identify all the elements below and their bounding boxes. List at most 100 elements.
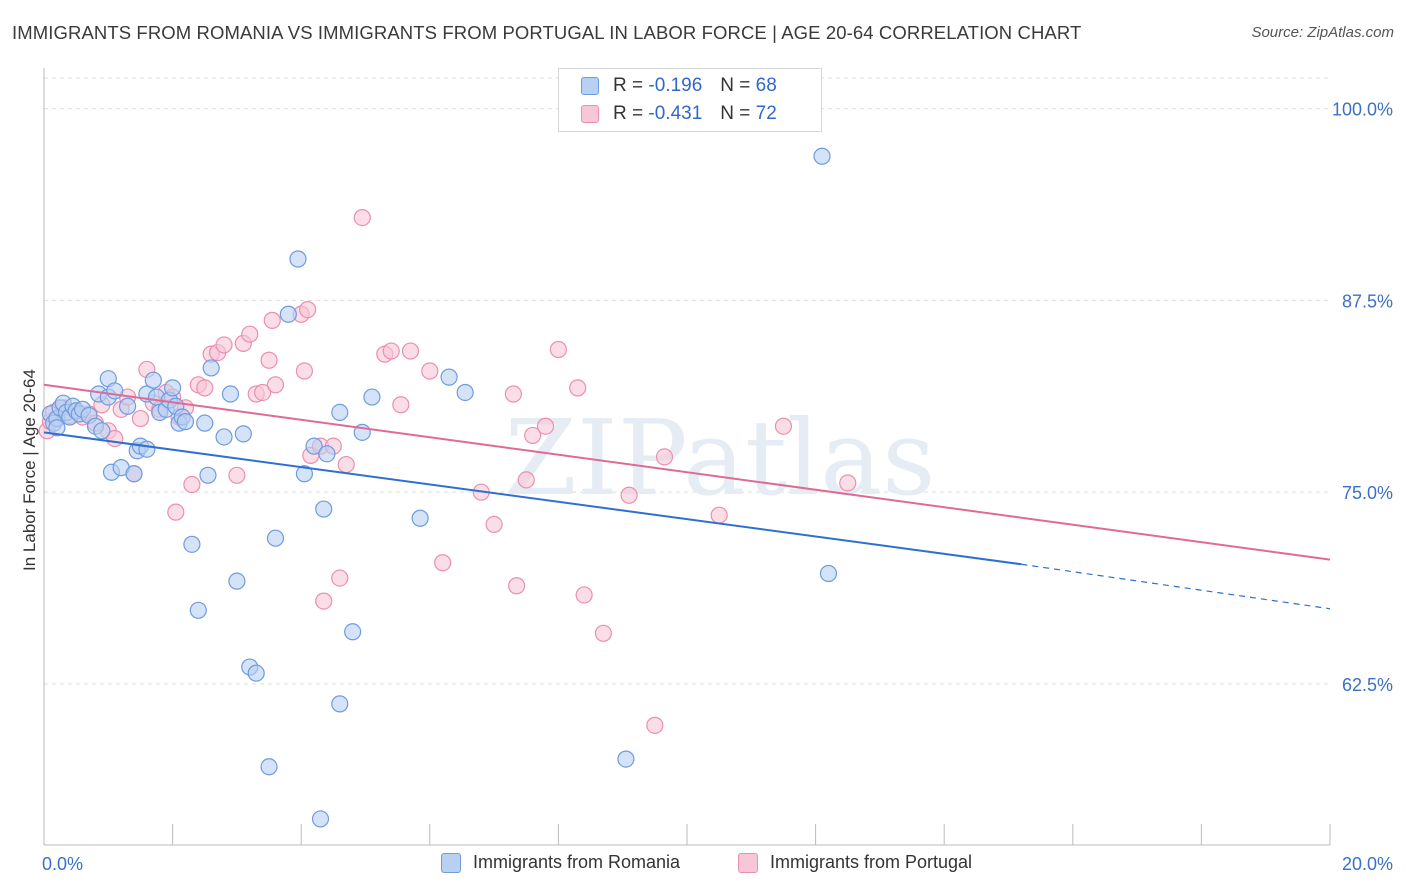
portugal-point	[295, 362, 314, 380]
portugal-point	[183, 475, 201, 494]
stats-legend: R = -0.196 N = 68 R = -0.431 N = 72	[558, 68, 822, 132]
portugal-point	[434, 554, 452, 572]
romania-point	[331, 403, 349, 422]
romania-point	[125, 465, 143, 483]
romania-point	[318, 445, 336, 463]
romania-point	[164, 379, 182, 397]
y-tick-label: 100.0%	[1332, 100, 1393, 120]
portugal-point	[536, 417, 555, 435]
romania-point	[93, 422, 111, 440]
romania-point	[118, 397, 137, 415]
portugal-point	[575, 586, 593, 604]
romania-point	[247, 664, 265, 682]
romania-point	[199, 466, 217, 484]
romania-point	[289, 250, 307, 268]
tick-labels: 62.5% 75.0% 87.5% 100.0% 0.0% 20.0%	[42, 100, 1393, 874]
romania-trend-line	[43, 431, 1022, 566]
portugal-point	[382, 342, 400, 360]
portugal-point	[266, 376, 285, 394]
portugal-point	[131, 409, 150, 428]
portugal-point	[504, 385, 522, 403]
legend-row-portugal: R = -0.431 N = 72	[581, 101, 777, 127]
portugal-n-label: N =	[720, 103, 751, 124]
portugal-point	[315, 592, 333, 610]
romania-point	[221, 385, 240, 403]
romania-point	[819, 564, 838, 583]
romania-point	[202, 359, 220, 377]
romania-legend-swatch	[441, 852, 461, 873]
portugal-point	[337, 455, 355, 474]
portugal-point	[401, 342, 420, 360]
romania-n-label: N =	[720, 75, 751, 96]
romania-point	[344, 623, 362, 641]
romania-swatch	[581, 77, 599, 95]
portugal-point	[655, 448, 674, 466]
romania-trend-extension	[1021, 563, 1331, 610]
portugal-point	[254, 383, 272, 402]
romania-point	[305, 437, 323, 455]
portugal-point	[508, 577, 526, 595]
portugal-point	[569, 379, 587, 397]
romania-point	[138, 440, 156, 458]
romania-point	[260, 758, 278, 776]
romania-point	[228, 572, 246, 590]
romania-r-label: R =	[613, 75, 644, 96]
portugal-point	[392, 396, 410, 414]
romania-point	[48, 419, 66, 437]
romania-point	[440, 368, 458, 386]
portugal-point	[353, 208, 371, 227]
romania-point	[617, 750, 635, 768]
portugal-point	[196, 379, 214, 397]
romania-point	[144, 371, 162, 389]
y-tick-label: 87.5%	[1342, 291, 1393, 311]
romania-points	[41, 147, 838, 828]
romania-point	[331, 695, 349, 713]
romania-n-value: 68	[755, 75, 777, 96]
portugal-point	[774, 417, 793, 435]
portugal-point	[228, 466, 246, 484]
legend-row-romania: R = -0.196 N = 68	[581, 73, 777, 99]
portugal-point	[839, 474, 857, 492]
romania-point	[363, 388, 381, 406]
romania-r-value: -0.196	[648, 75, 703, 96]
portugal-point	[594, 624, 613, 642]
portugal-point	[549, 340, 568, 359]
trend-lines	[43, 383, 1331, 610]
portugal-point	[241, 325, 259, 343]
romania-point	[196, 414, 214, 432]
portugal-point	[524, 426, 542, 445]
portugal-point	[620, 486, 638, 504]
x-tick-label: 0.0%	[42, 854, 83, 874]
romania-point	[266, 529, 285, 547]
portugal-point	[299, 301, 317, 319]
romania-point	[311, 810, 330, 828]
chart-title: IMMIGRANTS FROM ROMANIA VS IMMIGRANTS FR…	[12, 22, 1082, 43]
portugal-swatch	[581, 105, 599, 123]
source-label: Source: ZipAtlas.com	[1251, 24, 1394, 41]
portugal-point	[215, 336, 233, 354]
portugal-point	[263, 311, 281, 329]
romania-point	[234, 425, 252, 443]
romania-point	[813, 147, 831, 165]
romania-point	[295, 465, 314, 483]
watermark: ZIPatlas	[504, 397, 935, 519]
x-tick-label: 20.0%	[1342, 854, 1393, 874]
portugal-legend-swatch	[738, 852, 758, 873]
y-tick-label: 75.0%	[1342, 483, 1393, 503]
legend-item-romania[interactable]: Immigrants from Romania	[441, 852, 680, 873]
romania-point	[315, 500, 333, 518]
romania-point	[456, 383, 474, 402]
portugal-point	[710, 506, 728, 524]
romania-point	[189, 601, 207, 619]
romania-point	[279, 305, 297, 323]
portugal-r-label: R =	[613, 103, 644, 124]
portugal-point	[260, 351, 278, 369]
portugal-point	[646, 716, 664, 734]
portugal-legend-label: Immigrants from Portugal	[770, 852, 973, 872]
legend-item-portugal[interactable]: Immigrants from Portugal	[738, 852, 972, 873]
grid-lines	[44, 77, 1330, 685]
romania-point	[176, 413, 195, 431]
portugal-trend-line	[43, 383, 1331, 561]
romania-point	[215, 428, 233, 446]
